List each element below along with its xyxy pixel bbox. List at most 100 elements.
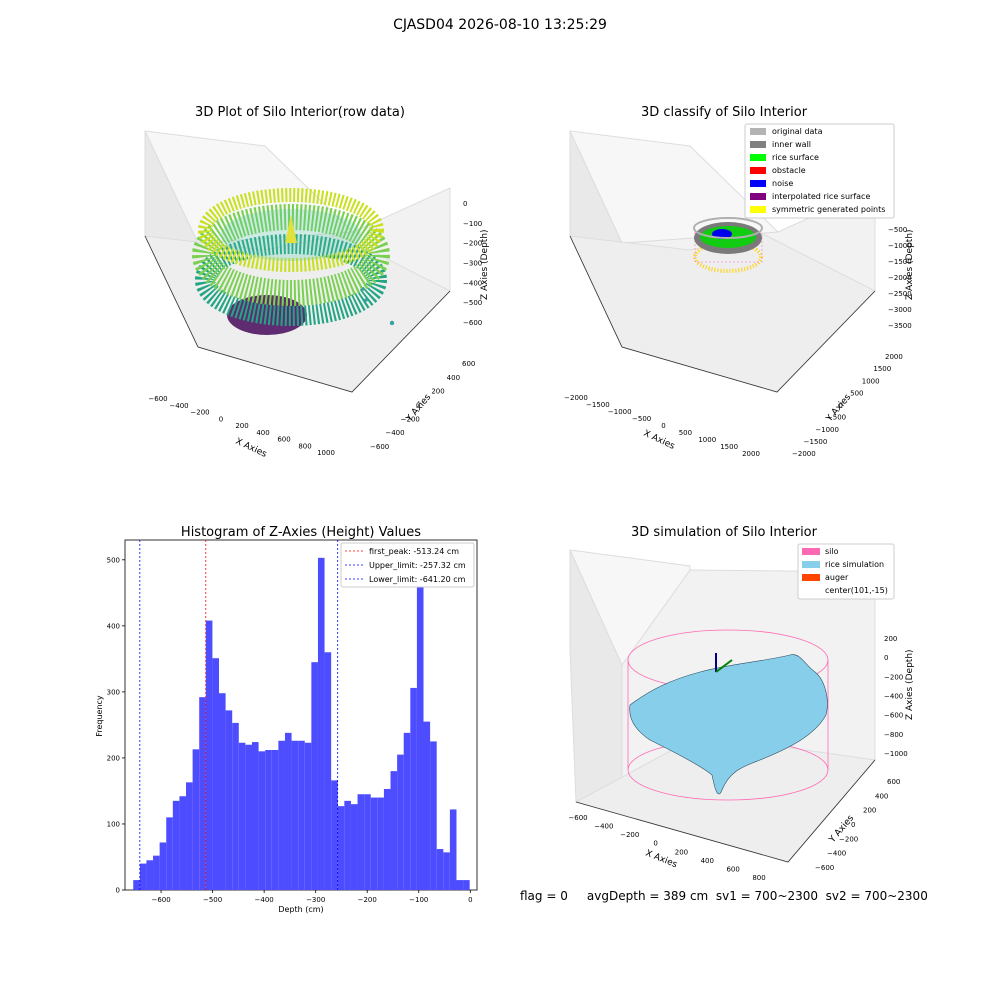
classify-legend: original data inner wall rice surface ob… — [744, 123, 895, 219]
axis-tick-label: 600 — [462, 360, 475, 368]
histogram-y-tick-label: 300 — [107, 688, 120, 696]
axis-tick-label: 1000 — [862, 377, 880, 385]
rice-simulation-surface — [629, 654, 828, 795]
histogram-bar — [311, 662, 318, 890]
axis-tick-label: −300 — [463, 260, 482, 268]
histogram-bar — [324, 652, 332, 890]
histogram-bar — [205, 620, 213, 890]
simulation-legend-label: rice simulation — [825, 560, 884, 569]
histogram-bar — [179, 796, 187, 890]
classify-symmetric-points — [693, 241, 763, 273]
raw-outlier-point — [361, 287, 365, 291]
simulation-legend-swatch — [802, 561, 820, 568]
histogram-bar — [410, 687, 417, 890]
axis-tick-label: 0 — [884, 654, 888, 662]
histogram-bar — [463, 880, 470, 890]
axis-tick-label: −600 — [370, 443, 389, 451]
histogram-bar — [166, 817, 173, 890]
axis-tick-label: −400 — [884, 693, 903, 701]
panel-histogram: Histogram of Z-Axies (Height) Values −60… — [95, 525, 478, 914]
raw-outlier-point — [389, 320, 395, 326]
classify-legend-swatch — [750, 167, 766, 174]
classify-legend-swatch — [750, 180, 766, 187]
histogram-bar — [350, 804, 358, 890]
axis-tick-label: −600 — [463, 319, 482, 327]
axis-tick-label: −400 — [594, 823, 613, 831]
axis-tick-label: −200 — [190, 409, 209, 417]
histogram-bar — [238, 742, 246, 890]
classify-legend-frame — [744, 123, 895, 219]
simulation-legend: silo rice simulation auger center(101,-1… — [797, 543, 895, 600]
histogram-y-tick-label: 400 — [107, 622, 120, 630]
histogram-bar — [397, 754, 404, 890]
axis-tick-label: −600 — [815, 864, 834, 872]
auger-marker — [715, 653, 733, 673]
axis-tick-label: −500 — [827, 414, 846, 422]
histogram-legend-label: Upper_limit: -257.32 cm — [369, 561, 466, 570]
panel-classify-3d: 3D classify of Silo Interior −2000−1500−… — [564, 105, 915, 458]
axis-tick-label: −1000 — [815, 426, 839, 434]
classify-y-ticks: −2000 −1500 −1000 −500 0 500 1000 1500 2000 — [792, 353, 903, 458]
axis-tick-label: −200 — [401, 415, 420, 423]
axis-tick-label: 600 — [277, 436, 290, 444]
histogram-bar — [133, 880, 140, 890]
histogram-y-axis-label: Frequency — [95, 695, 104, 737]
classify-silo-top-rim — [693, 217, 763, 239]
histogram-bar — [364, 794, 371, 890]
axis-tick-label: −1500 — [888, 258, 912, 266]
raw-silo-mid-ring — [192, 204, 390, 306]
histogram-bar — [153, 855, 160, 890]
axis-tick-label: 800 — [298, 442, 311, 450]
axis-tick-label: 1000 — [317, 449, 335, 457]
axis-tick-label: 1500 — [720, 443, 738, 451]
axis-tick-label: −500 — [888, 226, 907, 234]
histogram-y-tick-label: 200 — [107, 754, 120, 762]
panel-raw-title: 3D Plot of Silo Interior(row data) — [195, 105, 405, 120]
classify-legend-swatch — [750, 154, 766, 161]
panel-raw-3d: 3D Plot of Silo Interior(row data) −600 −… — [144, 105, 490, 460]
histogram-bar — [251, 742, 259, 890]
raw-z-ticks: 0 −100 −200 −300 −400 −500 −600 — [463, 200, 482, 327]
axis-tick-label: 2000 — [885, 353, 903, 361]
histogram-x-tick-label: −200 — [358, 896, 377, 904]
histogram-bar — [271, 750, 279, 890]
histogram-bar — [278, 740, 285, 890]
histogram-x-axis-label: Depth (cm) — [278, 905, 323, 914]
histogram-y-tick-label: 500 — [107, 556, 120, 564]
histogram-y-tick-label: 0 — [116, 887, 120, 895]
histogram-bar — [443, 852, 450, 890]
axis-tick-label: 200 — [863, 807, 876, 815]
histogram-y-ticks: 0 100 200 300 400 500 — [107, 556, 125, 895]
axis-tick-label: −1500 — [804, 438, 828, 446]
raw-center-cone — [285, 215, 297, 243]
panel-simulation-3d: 3D simulation of Silo Interior −600−400−… — [568, 525, 915, 882]
classify-legend-label: symmetric generated points — [772, 205, 885, 214]
axis-tick-label: −500 — [632, 415, 651, 423]
histogram-bar — [225, 710, 233, 890]
axis-tick-label: 500 — [679, 429, 692, 437]
raw-scatter-cloud — [192, 188, 395, 335]
histogram-x-tick-label: −300 — [306, 896, 325, 904]
simulation-x-axis-label: X Axies — [644, 849, 679, 871]
classify-x-axis-label: X Axies — [642, 429, 677, 452]
axis-tick-label: −200 — [884, 673, 903, 681]
simulation-y-ticks: −600 −400 −200 0 200 400 600 — [815, 778, 900, 872]
classify-3d-box — [569, 130, 876, 393]
axis-tick-label: −600 — [148, 395, 167, 403]
classify-legend-label: original data — [772, 127, 823, 136]
panel-classify-title: 3D classify of Silo Interior — [641, 105, 808, 120]
axis-tick-label: 0 — [661, 422, 665, 430]
panel-simulation-title: 3D simulation of Silo Interior — [631, 525, 818, 540]
axis-tick-label: 200 — [431, 388, 444, 396]
histogram-bar — [298, 740, 305, 890]
axis-tick-label: −600 — [884, 712, 903, 720]
histogram-bar — [186, 782, 193, 890]
histogram-bar — [212, 658, 220, 890]
axis-tick-label: 200 — [235, 422, 248, 430]
classify-legend-label: noise — [772, 179, 793, 188]
histogram-legend-frame — [340, 542, 475, 588]
histogram-bar — [258, 751, 266, 890]
histogram-bar — [423, 721, 431, 890]
